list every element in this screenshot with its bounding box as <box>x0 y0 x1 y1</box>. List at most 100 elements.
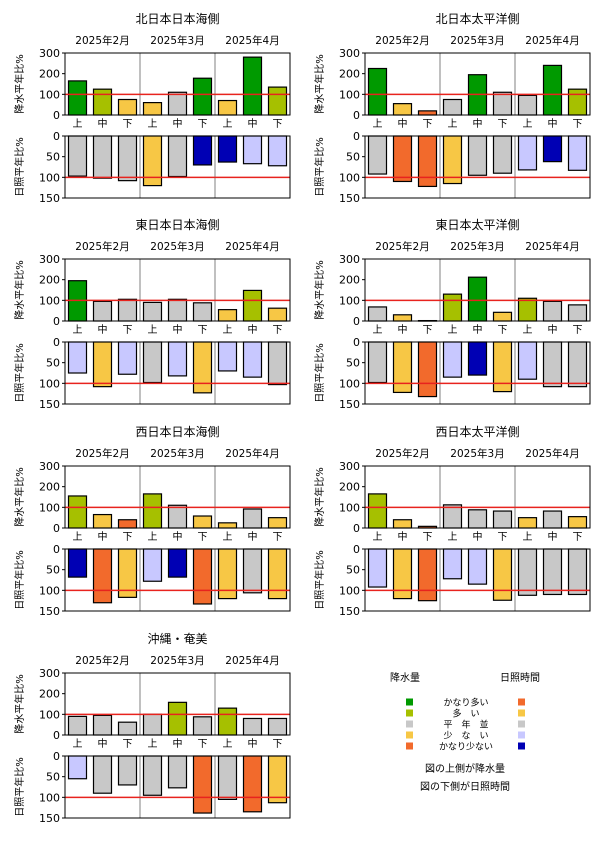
sunshine-tick-label: 50 <box>346 357 360 370</box>
precip-tick-label: 200 <box>339 68 360 81</box>
dekad-label: 上 <box>73 118 83 130</box>
precip-frame <box>364 465 591 529</box>
legend-precip-title: 降水量 <box>390 671 420 684</box>
dekad-label: 下 <box>423 325 433 336</box>
sunshine-axis-label: 日照平年比% <box>313 137 326 197</box>
sunshine-axis-label: 日照平年比% <box>313 343 326 403</box>
dekad-label: 上 <box>148 118 158 130</box>
region-chart: 東日本日本海側 2025年2月 2025年3月 2025年4月 0 100 200 300 降水… <box>13 217 291 411</box>
sunshine-bar <box>67 341 88 374</box>
precip-bar <box>517 297 538 322</box>
sunshine-bar <box>467 341 488 376</box>
precip-tick-label: 300 <box>39 460 60 473</box>
sunshine-bar <box>542 548 563 596</box>
sunshine-bar <box>217 341 238 372</box>
precip-tick-label: 0 <box>53 109 60 122</box>
sunshine-frame <box>364 548 591 612</box>
sunshine-bar <box>367 548 388 588</box>
sunshine-axis-label: 日照平年比% <box>13 343 26 403</box>
precip-bar <box>267 307 288 322</box>
sunshine-bar <box>92 341 113 388</box>
sunshine-tick-label: 150 <box>39 812 60 825</box>
legend-note-top: 図の上側が降水量 <box>425 762 505 775</box>
dekad-label: 上 <box>523 531 533 543</box>
dekad-label: 上 <box>373 118 383 130</box>
region-chart: 西日本太平洋側 2025年2月 2025年3月 2025年4月 0 100 200 300 降水… <box>313 424 591 618</box>
dekad-label: 中 <box>98 323 108 336</box>
sunshine-bar <box>467 548 488 585</box>
precip-bar <box>567 304 588 322</box>
precip-bar <box>367 493 388 529</box>
precip-tick-label: 200 <box>339 481 360 494</box>
sunshine-bar <box>92 548 113 604</box>
legend-item-label: 多 い <box>452 708 479 720</box>
dekad-label: 中 <box>173 530 183 543</box>
precip-tick-label: 100 <box>339 88 360 101</box>
precip-tick-label: 300 <box>339 460 360 473</box>
dekad-label: 下 <box>123 532 133 543</box>
month-label: 2025年4月 <box>525 240 579 253</box>
month-label: 2025年3月 <box>450 240 504 253</box>
sunshine-tick-label: 150 <box>39 605 60 618</box>
precip-bar <box>392 103 413 116</box>
precip-tick-label: 200 <box>39 274 60 287</box>
precip-frame <box>64 672 291 736</box>
precip-bar <box>442 293 463 322</box>
sunshine-bar <box>167 341 188 377</box>
precip-tick-label: 300 <box>39 47 60 60</box>
sunshine-bar <box>142 341 163 384</box>
legend-item-label: 少 な い <box>443 731 488 742</box>
dekad-label: 下 <box>198 532 208 543</box>
precip-axis-label: 降水平年比% <box>13 674 26 734</box>
sunshine-bar <box>517 341 538 380</box>
sunshine-tick-label: 100 <box>339 584 360 597</box>
dekad-label: 上 <box>223 738 233 750</box>
sunshine-bar <box>417 548 438 602</box>
region-title: 東日本日本海側 <box>135 217 219 232</box>
legend-sun-swatch <box>518 709 525 717</box>
dekad-label: 中 <box>98 530 108 543</box>
sunshine-bar <box>442 341 463 378</box>
precip-bar <box>142 713 163 736</box>
precip-axis-label: 降水平年比% <box>13 260 26 320</box>
legend-precip-swatch <box>406 742 413 750</box>
precip-tick-label: 100 <box>39 294 60 307</box>
dekad-label: 下 <box>273 739 283 750</box>
precip-frame <box>64 258 291 322</box>
sunshine-bar <box>217 755 238 801</box>
sunshine-bar <box>217 548 238 600</box>
precip-tick-label: 200 <box>339 274 360 287</box>
sunshine-tick-label: 50 <box>46 151 60 164</box>
sunshine-bar <box>142 548 163 582</box>
dekad-label: 中 <box>548 530 558 543</box>
precip-bar <box>117 721 138 736</box>
legend-sun-swatch <box>518 720 525 728</box>
dekad-label: 中 <box>248 530 258 543</box>
region-title: 東日本太平洋側 <box>435 217 519 232</box>
region-title: 北日本日本海側 <box>135 11 219 26</box>
precip-bar <box>442 504 463 529</box>
precip-bar <box>517 517 538 529</box>
month-label: 2025年4月 <box>225 34 279 47</box>
precip-bar <box>67 495 88 529</box>
sunshine-bar <box>367 341 388 384</box>
month-label: 2025年4月 <box>525 447 579 460</box>
sunshine-bar <box>167 755 188 789</box>
precip-bar <box>142 301 163 322</box>
precip-bar <box>192 302 213 322</box>
precip-bar <box>542 510 563 529</box>
sunshine-bar <box>192 341 213 394</box>
region-title: 西日本日本海側 <box>135 424 219 439</box>
precip-bar <box>467 509 488 529</box>
dekad-label: 上 <box>523 118 533 130</box>
sunshine-bar <box>567 135 588 171</box>
sunshine-tick-label: 100 <box>339 171 360 184</box>
sunshine-frame <box>64 135 291 199</box>
legend-precip-swatch <box>406 720 413 728</box>
precip-frame <box>64 465 291 529</box>
sunshine-tick-label: 50 <box>46 357 60 370</box>
precip-bar <box>117 298 138 322</box>
sunshine-bar <box>67 548 88 578</box>
sunshine-tick-label: 100 <box>39 584 60 597</box>
dekad-label: 中 <box>173 323 183 336</box>
